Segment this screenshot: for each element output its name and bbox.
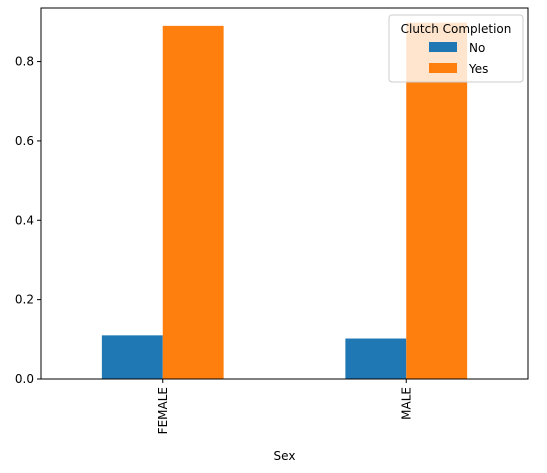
bar-no-female [102, 335, 163, 379]
bar-no-male [345, 339, 406, 379]
bar-yes-female [163, 26, 224, 379]
x-axis: FEMALE MALE [156, 379, 414, 434]
y-tick-label: 0.6 [15, 134, 34, 148]
y-tick-label: 0.0 [15, 372, 34, 386]
y-tick-label: 0.4 [15, 213, 34, 227]
legend-label-yes: Yes [468, 62, 488, 76]
y-tick-label: 0.8 [15, 55, 34, 69]
legend-label-no: No [469, 41, 485, 55]
x-tick-label: FEMALE [156, 387, 170, 434]
x-axis-label: Sex [274, 449, 296, 463]
legend: Clutch Completion No Yes [389, 15, 523, 82]
x-tick-label: MALE [399, 387, 413, 420]
y-tick-label: 0.2 [15, 293, 34, 307]
legend-swatch-no [429, 42, 457, 52]
legend-title: Clutch Completion [401, 22, 512, 36]
y-axis: 0.0 0.2 0.4 0.6 0.8 [15, 55, 41, 386]
legend-swatch-yes [429, 63, 457, 73]
